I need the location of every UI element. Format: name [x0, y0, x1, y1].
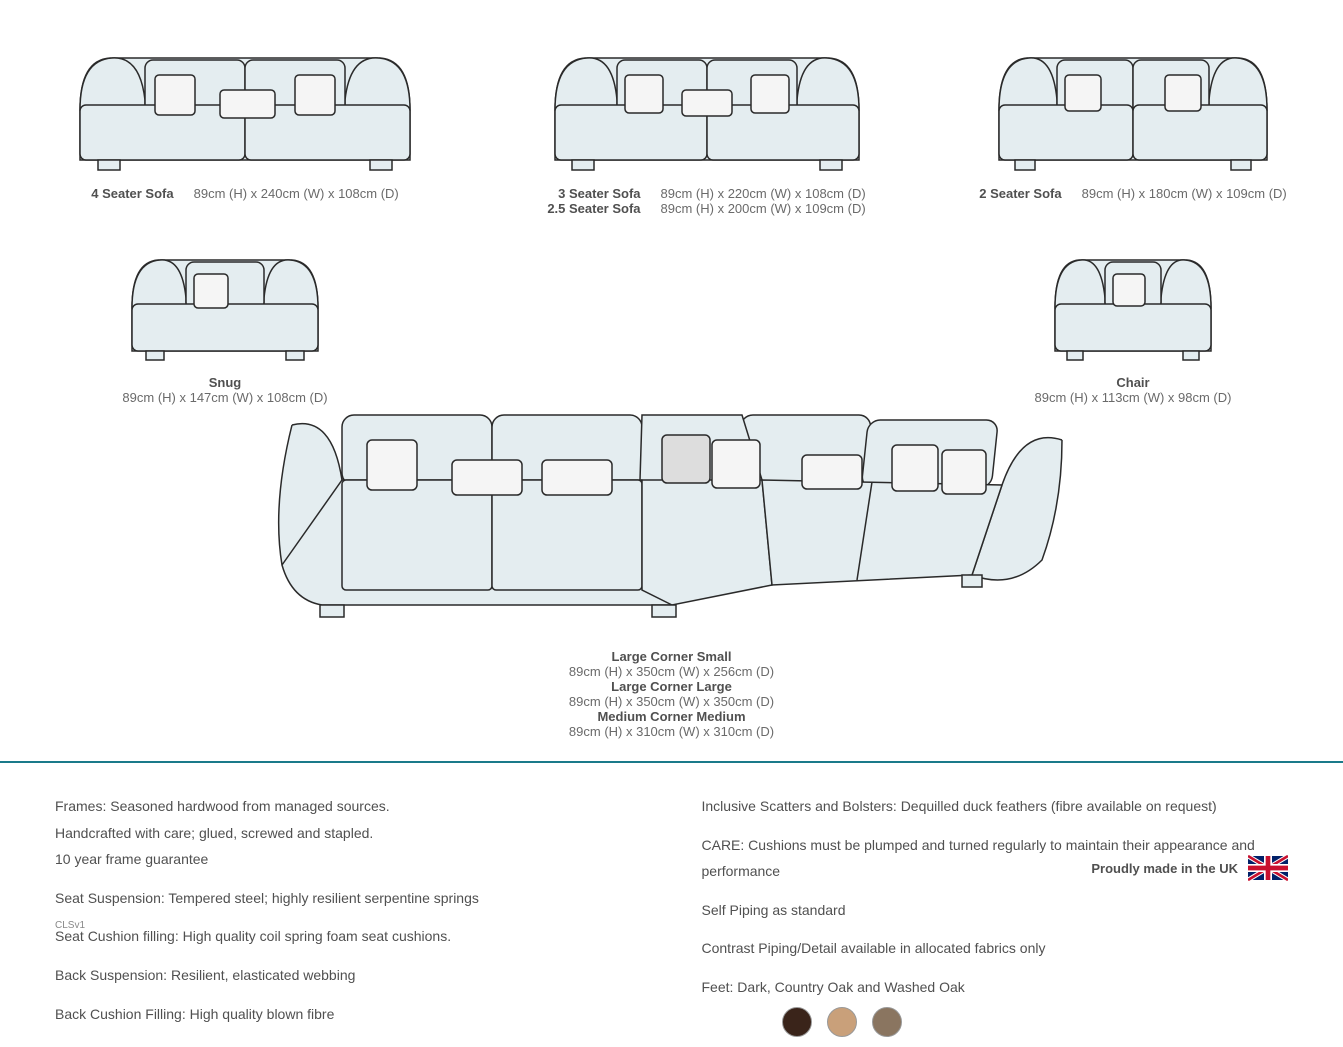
- swatch-country-oak: [827, 1007, 857, 1037]
- spec-line: Inclusive Scatters and Bolsters: Dequill…: [702, 793, 1289, 820]
- label-4seater-dim: 89cm (H) x 240cm (W) x 108cm (D): [194, 186, 399, 201]
- label-corner-d1: 89cm (H) x 350cm (W) x 256cm (D): [569, 664, 774, 679]
- label-corner-d3: 89cm (H) x 310cm (W) x 310cm (D): [569, 724, 774, 739]
- swatch-dark: [782, 1007, 812, 1037]
- spec-line: 10 year frame guarantee: [55, 846, 642, 873]
- spec-line: Self Piping as standard: [702, 897, 1289, 924]
- spec-line: Seat Suspension: Tempered steel; highly …: [55, 885, 642, 912]
- spec-line: Contrast Piping/Detail available in allo…: [702, 935, 1289, 962]
- feet-swatches: [782, 1007, 902, 1037]
- sofa-corner-illustration: [232, 385, 1112, 645]
- product-corner: Large Corner Small 89cm (H) x 350cm (W) …: [50, 385, 1293, 739]
- sofa-2seater-illustration: [973, 30, 1293, 180]
- sofa-3seater-illustration: [527, 30, 887, 180]
- spec-line: Handcrafted with care; glued, screwed an…: [55, 820, 642, 847]
- label-3seater-name: 3 Seater Sofa: [558, 186, 640, 201]
- label-2seater-dim: 89cm (H) x 180cm (W) x 109cm (D): [1082, 186, 1287, 201]
- spec-line: Back Suspension: Resilient, elasticated …: [55, 962, 642, 989]
- product-2seater: 2 Seater Sofa 89cm (H) x 180cm (W) x 109…: [973, 30, 1293, 216]
- label-25seater-name: 2.5 Seater Sofa: [547, 201, 640, 216]
- specs-right-col: Inclusive Scatters and Bolsters: Dequill…: [702, 793, 1289, 1037]
- spec-line: Back Cushion Filling: High quality blown…: [55, 1001, 642, 1028]
- label-25seater-dim: 89cm (H) x 200cm (W) x 109cm (D): [661, 201, 866, 216]
- label-4seater-name: 4 Seater Sofa: [91, 186, 173, 201]
- label-3seater-dim: 89cm (H) x 220cm (W) x 108cm (D): [661, 186, 866, 201]
- version-code: CLSv1: [55, 920, 85, 931]
- sofa-4seater-illustration: [50, 30, 440, 180]
- product-4seater: 4 Seater Sofa 89cm (H) x 240cm (W) x 108…: [50, 30, 440, 216]
- spec-line: Seat Cushion filling: High quality coil …: [55, 923, 642, 950]
- feet-label: Feet: Dark, Country Oak and Washed Oak: [702, 979, 965, 995]
- label-2seater-name: 2 Seater Sofa: [979, 186, 1061, 201]
- label-corner-n3: Medium Corner Medium: [597, 709, 745, 724]
- product-3seater: 3 Seater Sofa 2.5 Seater Sofa 89cm (H) x…: [527, 30, 887, 216]
- specs-left-col: Frames: Seasoned hardwood from managed s…: [55, 793, 642, 1037]
- specs-section: Frames: Seasoned hardwood from managed s…: [0, 763, 1343, 1047]
- label-corner-n1: Large Corner Small: [612, 649, 732, 664]
- label-corner-n2: Large Corner Large: [611, 679, 732, 694]
- footer-made-in-uk: Proudly made in the UK: [1091, 855, 1288, 881]
- sofa-chair-illustration: [1033, 236, 1233, 371]
- spec-line: Frames: Seasoned hardwood from managed s…: [55, 793, 642, 820]
- spec-line: Feet: Dark, Country Oak and Washed Oak: [702, 974, 1289, 1001]
- sofa-snug-illustration: [110, 236, 340, 371]
- label-corner-d2: 89cm (H) x 350cm (W) x 350cm (D): [569, 694, 774, 709]
- product-snug: Snug 89cm (H) x 147cm (W) x 108cm (D): [110, 236, 340, 405]
- swatch-washed-oak: [872, 1007, 902, 1037]
- uk-flag-icon: [1248, 855, 1288, 881]
- footer-text: Proudly made in the UK: [1091, 861, 1238, 876]
- product-chair: Chair 89cm (H) x 113cm (W) x 98cm (D): [1033, 236, 1233, 405]
